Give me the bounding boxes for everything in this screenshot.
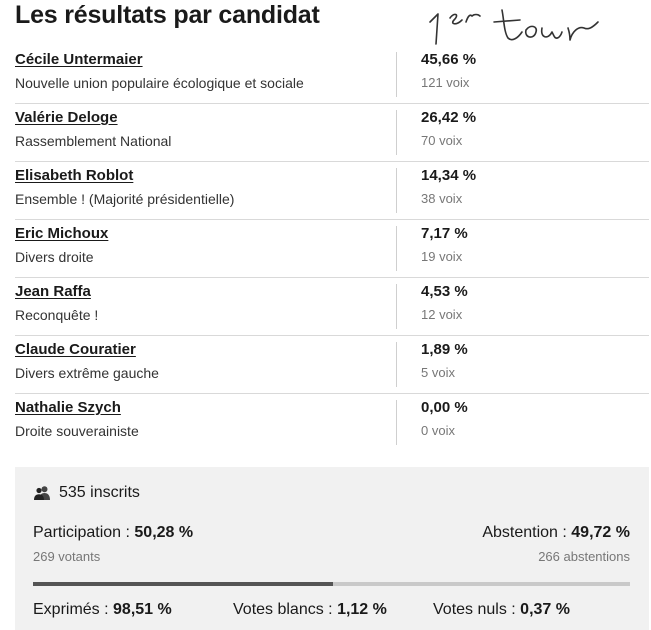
candidate-percent: 1,89 % [421, 341, 468, 358]
candidate-row: Valérie Deloge Rassemblement National 26… [15, 104, 649, 162]
column-divider [396, 52, 397, 97]
participation-value: 50,28 % [134, 524, 194, 541]
candidate-votes: 70 voix [421, 133, 463, 148]
candidate-name-link[interactable]: Eric Michoux [15, 225, 109, 242]
candidate-results-list: Cécile Untermaier Nouvelle union populai… [15, 46, 649, 451]
registered-voters: 535 inscrits [33, 484, 140, 502]
candidate-row: Nathalie Szych Droite souverainiste 0,00… [15, 394, 649, 451]
candidate-party: Ensemble ! (Majorité présidentielle) [15, 191, 235, 207]
null-votes: Votes nuls : 0,37 % [433, 601, 570, 618]
column-divider [396, 226, 397, 271]
candidate-row: Jean Raffa Reconquête ! 4,53 % 12 voix [15, 278, 649, 336]
column-divider [396, 284, 397, 329]
candidate-party: Rassemblement National [15, 133, 172, 149]
column-divider [396, 400, 397, 445]
people-icon [33, 485, 51, 501]
candidate-votes: 19 voix [421, 249, 463, 264]
candidate-percent: 26,42 % [421, 109, 477, 126]
turnout-summary-panel: 535 inscrits Participation : 50,28 % 269… [15, 467, 649, 630]
candidate-name-link[interactable]: Elisabeth Roblot [15, 167, 134, 184]
page-title: Les résultats par candidat [15, 1, 320, 29]
candidate-row: Claude Couratier Divers extrême gauche 1… [15, 336, 649, 394]
expressed-votes: Exprimés : 98,51 % [33, 601, 172, 618]
participation-bar [33, 582, 630, 586]
candidate-votes: 38 voix [421, 191, 463, 206]
null-value: 0,37 % [520, 601, 570, 618]
candidate-party: Divers droite [15, 249, 94, 265]
candidate-row: Eric Michoux Divers droite 7,17 % 19 voi… [15, 220, 649, 278]
participation-bar-fill [33, 582, 334, 586]
candidate-votes: 0 voix [421, 423, 455, 438]
candidate-party: Reconquête ! [15, 307, 99, 323]
voters-count: 269 votants [33, 549, 101, 564]
candidate-votes: 5 voix [421, 365, 455, 380]
column-divider [396, 168, 397, 213]
abstentions-count: 266 abstentions [538, 549, 630, 564]
registered-count: 535 inscrits [59, 484, 140, 501]
candidate-percent: 14,34 % [421, 167, 477, 184]
candidate-party: Droite souverainiste [15, 423, 139, 439]
candidate-percent: 45,66 % [421, 51, 477, 68]
abstention-label: Abstention : 49,72 % [482, 524, 630, 541]
candidate-name-link[interactable]: Nathalie Szych [15, 399, 121, 416]
candidate-votes: 12 voix [421, 307, 463, 322]
candidate-name-link[interactable]: Valérie Deloge [15, 109, 118, 126]
candidate-row: Cécile Untermaier Nouvelle union populai… [15, 46, 649, 104]
column-divider [396, 110, 397, 155]
candidate-votes: 121 voix [421, 75, 470, 90]
candidate-name-link[interactable]: Jean Raffa [15, 283, 91, 300]
candidate-percent: 4,53 % [421, 283, 468, 300]
candidate-party: Nouvelle union populaire écologique et s… [15, 75, 304, 91]
candidate-party: Divers extrême gauche [15, 365, 159, 381]
candidate-percent: 0,00 % [421, 399, 468, 416]
participation-label: Participation : 50,28 % [33, 524, 194, 541]
candidate-name-link[interactable]: Cécile Untermaier [15, 51, 143, 68]
blank-votes: Votes blancs : 1,12 % [233, 601, 387, 618]
blank-value: 1,12 % [337, 601, 387, 618]
candidate-percent: 7,17 % [421, 225, 468, 242]
expressed-value: 98,51 % [113, 601, 172, 618]
abstention-value: 49,72 % [571, 524, 630, 541]
handwritten-annotation [429, 9, 599, 45]
candidate-name-link[interactable]: Claude Couratier [15, 341, 136, 358]
column-divider [396, 342, 397, 387]
candidate-row: Elisabeth Roblot Ensemble ! (Majorité pr… [15, 162, 649, 220]
